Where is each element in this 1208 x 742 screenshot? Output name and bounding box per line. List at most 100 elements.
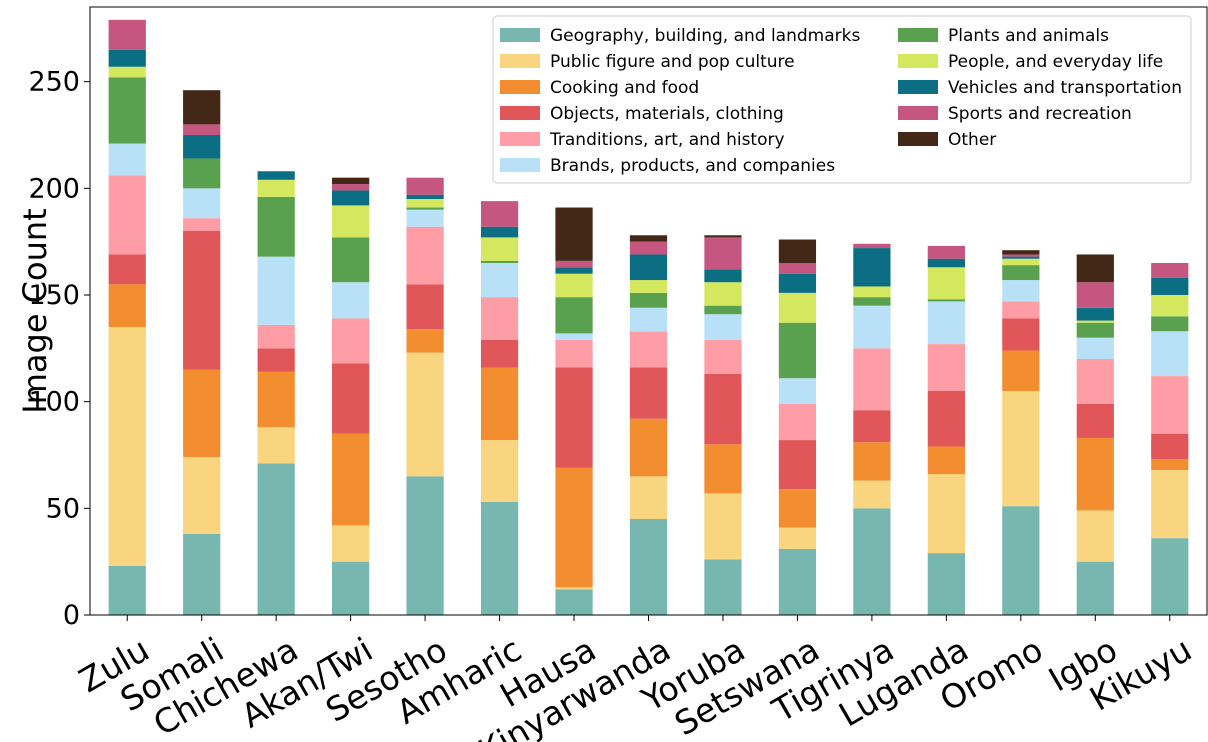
bar-segment-tigrinya-geography-building-and-landmarks — [853, 508, 891, 615]
bar-segment-yoruba-public-figure-and-pop-culture — [704, 493, 742, 560]
bar-segment-hausa-plants-and-animals — [555, 297, 593, 334]
bar-segment-luganda-plants-and-animals — [927, 299, 965, 302]
bar-segment-igbo-people-and-everyday-life — [1076, 320, 1114, 323]
bar-segment-zulu-sports-and-recreation — [108, 19, 146, 50]
bar-segment-zulu-objects-materials-clothing — [108, 254, 146, 285]
bar-segment-hausa-cooking-and-food — [555, 467, 593, 588]
bar-segment-kikuyu-cooking-and-food — [1151, 459, 1189, 470]
bar-segment-hausa-people-and-everyday-life — [555, 273, 593, 298]
legend-swatch-public-figure-and-pop-culture — [500, 54, 540, 68]
bar-segment-hausa-sports-and-recreation — [555, 260, 593, 268]
legend-swatch-tranditions-art-and-history — [500, 132, 540, 146]
bar-segment-setswana-plants-and-animals — [778, 322, 817, 379]
bar-segment-setswana-sports-and-recreation — [778, 263, 817, 274]
bar-segment-igbo-brands-products-and-companies — [1076, 337, 1114, 359]
bar-segment-tigrinya-tranditions-art-and-history — [853, 348, 891, 411]
bar-segment-somali-sports-and-recreation — [183, 124, 221, 135]
bar-segment-chichewa-public-figure-and-pop-culture — [257, 427, 295, 464]
bar-segment-setswana-people-and-everyday-life — [778, 292, 817, 323]
legend-swatch-plants-and-animals — [898, 28, 938, 42]
bar-segment-zulu-public-figure-and-pop-culture — [108, 327, 146, 566]
bar-segment-oromo-other — [1002, 250, 1040, 255]
bar-segment-yoruba-geography-building-and-landmarks — [704, 559, 742, 615]
legend-label-public-figure-and-pop-culture: Public figure and pop culture — [550, 52, 795, 72]
ytick-label: 250 — [28, 67, 80, 98]
bar-segment-oromo-tranditions-art-and-history — [1002, 301, 1040, 319]
bar-segment-yoruba-sports-and-recreation — [704, 237, 742, 270]
bar-segment-tigrinya-plants-and-animals — [853, 297, 891, 306]
bar-segment-amharic-public-figure-and-pop-culture — [480, 440, 519, 502]
legend-label-plants-and-animals: Plants and animals — [948, 26, 1109, 46]
bar-segment-chichewa-geography-building-and-landmarks — [257, 463, 295, 615]
bar-segment-akan-twi-plants-and-animals — [332, 237, 370, 283]
bar-segment-luganda-public-figure-and-pop-culture — [927, 474, 965, 554]
bar-segment-akan-twi-brands-products-and-companies — [332, 282, 370, 319]
bar-segment-hausa-geography-building-and-landmarks — [555, 589, 593, 615]
bar-segment-somali-objects-materials-clothing — [183, 231, 221, 370]
ytick-label: 200 — [28, 173, 80, 204]
bar-segment-kinyarwanda-brands-products-and-companies — [629, 307, 668, 332]
bar-segment-somali-brands-products-and-companies — [183, 188, 221, 219]
legend-swatch-vehicles-and-transportation — [898, 80, 938, 94]
bar-segment-somali-geography-building-and-landmarks — [183, 533, 221, 615]
legend-swatch-sports-and-recreation — [898, 106, 938, 120]
bar-segment-zulu-geography-building-and-landmarks — [108, 565, 146, 615]
y-axis-label: Image Count — [16, 208, 54, 413]
bar-segment-kinyarwanda-other — [629, 235, 668, 242]
bar-segment-akan-twi-cooking-and-food — [332, 433, 370, 526]
bar-segment-sesotho-cooking-and-food — [406, 329, 444, 353]
bar-segment-tigrinya-cooking-and-food — [853, 442, 891, 481]
bar-segment-luganda-vehicles-and-transportation — [927, 258, 965, 268]
bar-segment-hausa-tranditions-art-and-history — [555, 339, 593, 368]
bar-segment-amharic-tranditions-art-and-history — [480, 297, 519, 340]
bar-segment-luganda-objects-materials-clothing — [927, 391, 965, 447]
legend-swatch-objects-materials-clothing — [500, 106, 540, 120]
bar-segment-kinyarwanda-objects-materials-clothing — [629, 367, 668, 419]
bar-segment-akan-twi-objects-materials-clothing — [332, 363, 370, 434]
bar-segment-kinyarwanda-plants-and-animals — [629, 292, 668, 308]
legend-label-objects-materials-clothing: Objects, materials, clothing — [550, 104, 784, 124]
bar-segment-sesotho-vehicles-and-transportation — [406, 194, 444, 199]
bar-segment-sesotho-plants-and-animals — [406, 207, 444, 210]
bar-segment-zulu-brands-products-and-companies — [108, 143, 146, 176]
bar-segment-yoruba-tranditions-art-and-history — [704, 339, 742, 374]
bar-segment-kikuyu-sports-and-recreation — [1151, 263, 1189, 278]
bar-segment-setswana-other — [778, 239, 817, 263]
bar-segment-kinyarwanda-cooking-and-food — [629, 418, 668, 477]
bar-segment-luganda-tranditions-art-and-history — [927, 344, 965, 391]
ytick-label: 150 — [28, 280, 80, 311]
bar-segment-akan-twi-sports-and-recreation — [332, 184, 370, 191]
bar-segment-sesotho-people-and-everyday-life — [406, 199, 444, 208]
bar-segment-yoruba-other — [704, 235, 742, 238]
bar-segment-igbo-plants-and-animals — [1076, 322, 1114, 338]
bar-segment-luganda-cooking-and-food — [927, 446, 965, 475]
bar-segment-setswana-objects-materials-clothing — [778, 440, 817, 490]
bar-segment-tigrinya-brands-products-and-companies — [853, 305, 891, 349]
bar-segment-amharic-sports-and-recreation — [480, 201, 519, 227]
bar-segment-zulu-plants-and-animals — [108, 77, 146, 144]
bar-segment-zulu-cooking-and-food — [108, 284, 146, 327]
bar-segment-akan-twi-public-figure-and-pop-culture — [332, 525, 370, 562]
legend-label-tranditions-art-and-history: Tranditions, art, and history — [549, 130, 785, 150]
bar-segment-kikuyu-brands-products-and-companies — [1151, 331, 1189, 377]
bar-segment-tigrinya-people-and-everyday-life — [853, 286, 891, 298]
bar-segment-yoruba-objects-materials-clothing — [704, 373, 742, 445]
bar-segment-amharic-people-and-everyday-life — [480, 237, 519, 261]
bar-segment-oromo-cooking-and-food — [1002, 350, 1040, 391]
bar-segment-akan-twi-other — [332, 177, 370, 185]
bar-segment-setswana-tranditions-art-and-history — [778, 403, 817, 441]
legend-label-geography-building-and-landmarks: Geography, building, and landmarks — [550, 26, 860, 46]
bar-segment-zulu-people-and-everyday-life — [108, 66, 146, 78]
legend-label-people-and-everyday-life: People, and everyday life — [948, 52, 1163, 72]
legend-label-cooking-and-food: Cooking and food — [550, 78, 699, 98]
bar-segment-yoruba-people-and-everyday-life — [704, 282, 742, 306]
bar-segment-amharic-vehicles-and-transportation — [480, 226, 519, 238]
bar-segment-oromo-brands-products-and-companies — [1002, 280, 1040, 302]
bar-segment-sesotho-objects-materials-clothing — [406, 284, 444, 330]
bar-segment-luganda-brands-products-and-companies — [927, 301, 965, 345]
bar-segment-hausa-other — [555, 207, 593, 261]
bar-segment-kikuyu-objects-materials-clothing — [1151, 433, 1189, 460]
bar-segment-oromo-public-figure-and-pop-culture — [1002, 391, 1040, 507]
bar-segment-tigrinya-vehicles-and-transportation — [853, 248, 891, 287]
